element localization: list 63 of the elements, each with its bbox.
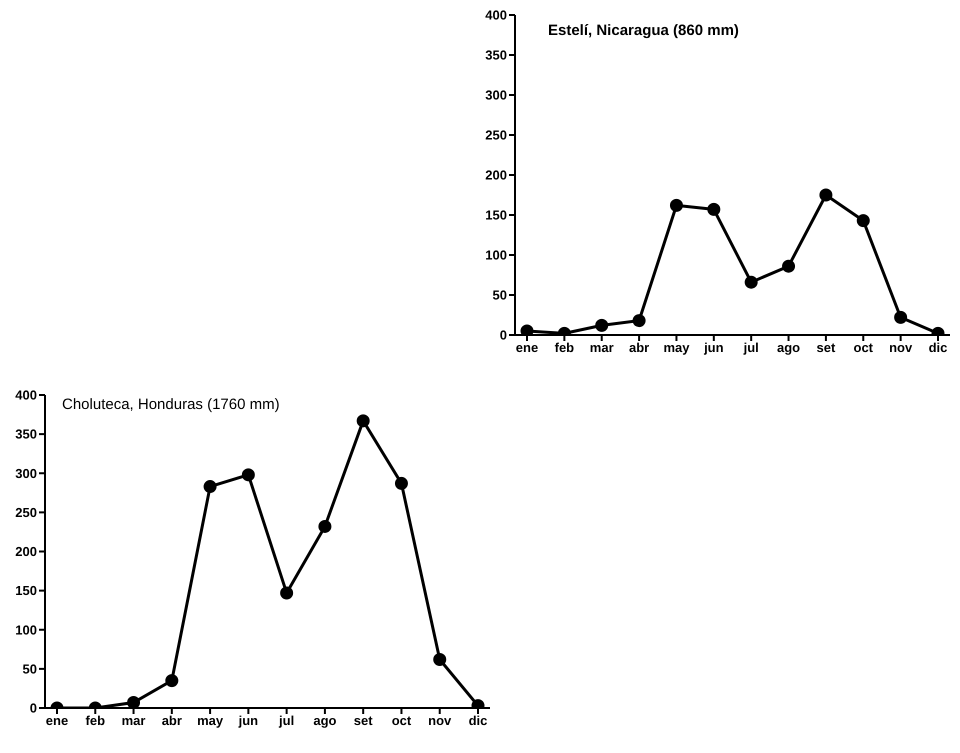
- x-tick-label: feb: [554, 340, 574, 356]
- x-tick-label: dic: [468, 713, 488, 728]
- text: Estelí, Nicaragua (860 mm): [548, 22, 739, 39]
- point: [204, 480, 217, 494]
- point: [707, 202, 720, 216]
- point: [520, 324, 534, 335]
- x-tick-label: abr: [628, 340, 650, 356]
- y-tick-label: 0: [30, 700, 37, 716]
- y-tick-label: 0: [500, 328, 507, 343]
- x-tick-label: jul: [278, 713, 294, 728]
- y-tick-label: 200: [15, 544, 37, 560]
- point: [127, 696, 140, 708]
- x-tick-label: nov: [889, 340, 913, 356]
- point: [670, 198, 683, 212]
- point: [856, 214, 870, 228]
- y-tick-label: 150: [485, 208, 507, 223]
- point: [165, 674, 178, 688]
- y-tick-label: 400: [15, 388, 37, 403]
- y-tick-label: 50: [22, 661, 37, 676]
- point: [318, 520, 332, 533]
- point: [595, 318, 608, 332]
- y-tick-label: 50: [492, 288, 507, 303]
- x-tick-label: set: [816, 340, 836, 356]
- x-tick-label: jun: [703, 340, 724, 356]
- point: [819, 188, 832, 202]
- x-tick-label: jul: [742, 340, 759, 356]
- y-tick-label: 250: [15, 504, 37, 520]
- x-tick-label: oct: [854, 340, 874, 356]
- x-tick-label: mar: [122, 713, 146, 728]
- x-tick-label: mar: [590, 340, 614, 356]
- point: [394, 476, 408, 490]
- point: [894, 310, 908, 324]
- x-tick-label: may: [197, 713, 224, 728]
- y-tick-label: 100: [485, 248, 507, 263]
- x-tick-label: ene: [46, 713, 68, 728]
- x-tick-label: ago: [313, 713, 337, 728]
- x-tick-label: dic: [928, 340, 948, 356]
- y-tick-label: 400: [485, 8, 507, 23]
- y-tick-label: 300: [15, 466, 37, 481]
- x-tick-label: jun: [238, 713, 258, 728]
- point: [433, 652, 446, 666]
- point: [242, 468, 255, 482]
- x-tick-label: ago: [776, 340, 800, 356]
- y-tick-label: 250: [485, 128, 507, 143]
- x-tick-label: nov: [428, 713, 452, 728]
- y-tick-label: 200: [485, 168, 507, 183]
- x-tick-label: oct: [392, 713, 412, 728]
- y-tick-label: 350: [485, 48, 507, 63]
- y-tick-label: 300: [485, 88, 507, 103]
- y-tick-label: 150: [15, 583, 37, 598]
- point: [632, 314, 646, 328]
- x-tick-label: abr: [162, 713, 182, 728]
- chart-title: Choluteca, Honduras (1760 mm): [62, 396, 280, 413]
- x-tick-label: set: [354, 713, 374, 728]
- x-tick-label: may: [663, 340, 690, 356]
- point: [782, 260, 796, 273]
- x-tick-label: ene: [516, 340, 538, 356]
- point: [356, 414, 370, 428]
- point: [280, 586, 294, 600]
- y-tick-label: 350: [15, 426, 37, 442]
- y-tick-label: 100: [15, 622, 37, 638]
- x-tick-label: feb: [86, 713, 106, 728]
- point: [744, 276, 758, 289]
